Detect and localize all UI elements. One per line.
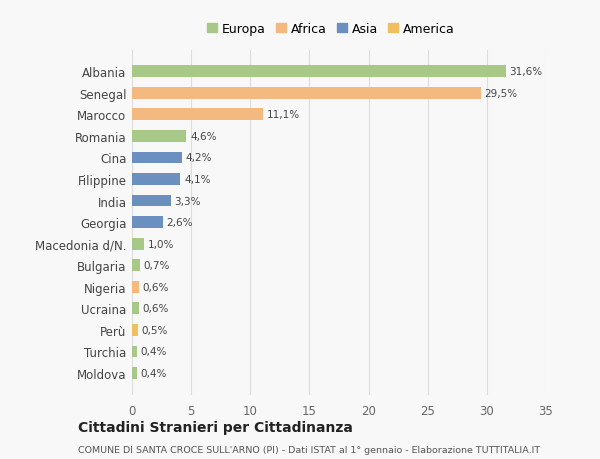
Bar bbox=[132, 260, 140, 272]
Text: 4,2%: 4,2% bbox=[185, 153, 212, 163]
Text: 29,5%: 29,5% bbox=[484, 89, 518, 99]
Text: COMUNE DI SANTA CROCE SULL'ARNO (PI) - Dati ISTAT al 1° gennaio - Elaborazione T: COMUNE DI SANTA CROCE SULL'ARNO (PI) - D… bbox=[78, 445, 540, 454]
Text: 31,6%: 31,6% bbox=[509, 67, 542, 77]
Bar bbox=[132, 303, 139, 314]
Text: Cittadini Stranieri per Cittadinanza: Cittadini Stranieri per Cittadinanza bbox=[78, 420, 353, 434]
Text: 11,1%: 11,1% bbox=[267, 110, 300, 120]
Text: 3,3%: 3,3% bbox=[175, 196, 201, 206]
Bar bbox=[132, 324, 138, 336]
Bar bbox=[132, 217, 163, 229]
Bar bbox=[132, 88, 481, 100]
Bar bbox=[132, 238, 144, 250]
Bar bbox=[132, 195, 171, 207]
Bar bbox=[132, 174, 181, 185]
Text: 4,6%: 4,6% bbox=[190, 132, 217, 141]
Text: 2,6%: 2,6% bbox=[166, 218, 193, 228]
Text: 0,7%: 0,7% bbox=[144, 261, 170, 271]
Text: 0,6%: 0,6% bbox=[143, 282, 169, 292]
Bar bbox=[132, 281, 139, 293]
Text: 0,4%: 0,4% bbox=[140, 368, 167, 378]
Bar bbox=[132, 66, 506, 78]
Bar bbox=[132, 367, 137, 379]
Text: 4,1%: 4,1% bbox=[184, 174, 211, 185]
Text: 0,4%: 0,4% bbox=[140, 347, 167, 357]
Bar bbox=[132, 131, 187, 142]
Text: 1,0%: 1,0% bbox=[148, 239, 174, 249]
Text: 0,6%: 0,6% bbox=[143, 304, 169, 313]
Bar bbox=[132, 152, 182, 164]
Bar bbox=[132, 109, 263, 121]
Bar bbox=[132, 346, 137, 358]
Text: 0,5%: 0,5% bbox=[142, 325, 168, 335]
Legend: Europa, Africa, Asia, America: Europa, Africa, Asia, America bbox=[203, 19, 458, 39]
